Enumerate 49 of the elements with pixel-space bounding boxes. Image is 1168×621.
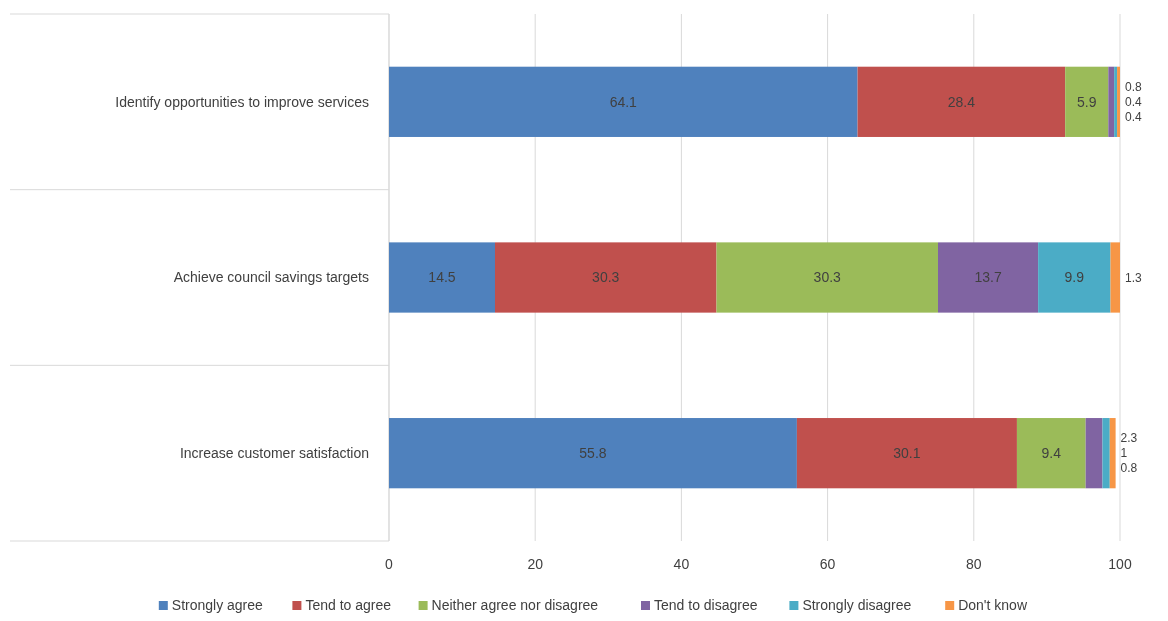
bar	[389, 418, 797, 489]
data-label: 1.3	[1125, 270, 1143, 285]
y-tick-label: Identify opportunities to improve services	[115, 93, 369, 110]
bar	[1108, 66, 1115, 137]
data-label: 28.4	[947, 93, 976, 110]
data-label: 2.3	[1120, 431, 1138, 446]
y-tick-label: Increase customer satisfaction	[179, 445, 369, 462]
data-label: 55.8	[579, 445, 607, 462]
data-label: 9.9	[1064, 269, 1085, 286]
data-label: 0.8	[1120, 461, 1138, 476]
legend-label: Strongly agree	[171, 597, 264, 613]
bar	[1109, 418, 1116, 489]
bar	[716, 242, 938, 313]
bar	[1065, 66, 1109, 137]
legend-label: Tend to agree	[305, 597, 392, 613]
x-tick-label: 60	[819, 556, 836, 572]
data-label: 1	[1120, 446, 1128, 461]
bar	[937, 242, 1039, 313]
data-label: 0.4	[1125, 110, 1143, 125]
data-label: 5.9	[1077, 93, 1097, 110]
data-label: 0.8	[1125, 80, 1143, 95]
x-tick-label: 40	[673, 556, 690, 572]
bar	[796, 418, 1017, 489]
x-tick-label: 20	[527, 556, 544, 572]
bar	[857, 66, 1066, 137]
y-tick-label: Achieve council savings targets	[173, 269, 369, 286]
x-tick-label: 100	[1108, 556, 1132, 572]
x-tick-label: 80	[966, 556, 982, 572]
legend-label: Strongly disagree	[802, 597, 912, 613]
legend-label: Neither agree nor disagree	[431, 597, 599, 613]
bar	[495, 242, 717, 313]
bar	[1038, 242, 1111, 313]
legend-label: Don't know	[958, 597, 1028, 613]
data-label: 9.4	[1041, 445, 1062, 462]
bar	[389, 242, 495, 313]
x-tick-label: 0	[385, 556, 394, 572]
bar	[1085, 418, 1103, 489]
bar	[1102, 418, 1110, 489]
bar	[1110, 242, 1120, 313]
bar	[389, 66, 858, 137]
data-label: 64.1	[609, 93, 638, 110]
data-label: 14.5	[428, 269, 456, 286]
data-label: 30.1	[893, 445, 921, 462]
bar	[1016, 418, 1086, 489]
legend-label: Tend to disagree	[654, 597, 758, 613]
data-label: 30.3	[813, 269, 842, 286]
data-label: 13.7	[974, 269, 1002, 286]
data-label: 0.4	[1125, 95, 1143, 110]
data-label: 30.3	[592, 269, 620, 286]
